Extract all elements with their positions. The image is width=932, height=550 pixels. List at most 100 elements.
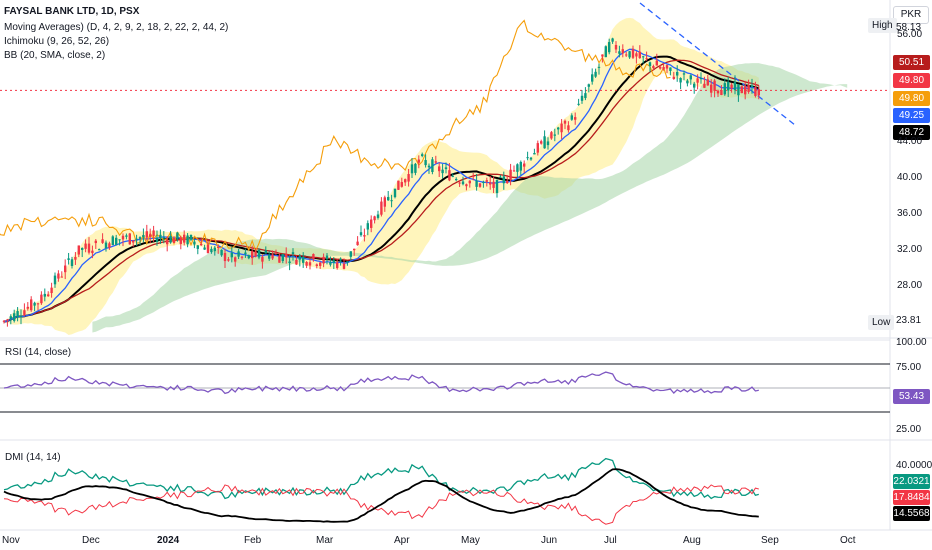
candle-body <box>580 95 584 101</box>
bb-band <box>4 17 759 335</box>
candle-body <box>553 134 556 136</box>
candle-body <box>659 66 662 69</box>
candle-body <box>142 234 145 238</box>
candle-body <box>482 182 485 184</box>
candle-body <box>70 259 74 267</box>
candlestick-series[interactable] <box>2 37 760 327</box>
candle-body <box>244 252 247 255</box>
candle-body <box>53 275 57 285</box>
candle-body <box>274 253 278 255</box>
candle-body <box>414 163 417 173</box>
candle-body <box>213 247 216 252</box>
dmi-pane[interactable] <box>3 457 759 525</box>
ma-legend[interactable]: Moving Averages) (D, 4, 2, 9, 2, 18, 2, … <box>4 22 229 33</box>
candle-body <box>648 62 652 67</box>
candle-body <box>710 84 713 93</box>
candle-body <box>625 54 628 56</box>
candle-body <box>101 239 104 243</box>
candle-body <box>400 182 403 187</box>
candle-body <box>438 166 441 172</box>
candle-body <box>533 152 536 155</box>
candle-body <box>74 256 77 260</box>
candle-body <box>132 240 135 243</box>
price-tag: 49.80 <box>893 91 930 106</box>
dmi-minus-line <box>3 484 759 525</box>
candle-body <box>563 120 567 124</box>
x-axis-label: Apr <box>394 535 410 546</box>
bb-legend[interactable]: BB (20, SMA, close, 2) <box>4 50 106 61</box>
price-tag: 49.80 <box>893 73 930 88</box>
ichimoku-legend[interactable]: Ichimoku (9, 26, 52, 26) <box>4 36 110 47</box>
candle-body <box>363 235 366 237</box>
candle-body <box>703 83 706 88</box>
candle-body <box>281 254 284 261</box>
candle-body <box>376 214 380 218</box>
candle-body <box>740 86 743 94</box>
currency-selector[interactable]: PKR <box>893 6 929 24</box>
candle-body <box>319 262 322 266</box>
candle-body <box>169 235 172 243</box>
candle-body <box>223 253 227 262</box>
candle-body <box>13 313 16 321</box>
candle-body <box>91 250 94 254</box>
candle-body <box>135 238 138 240</box>
rsi-pane[interactable] <box>0 339 890 413</box>
candle-body <box>234 257 237 262</box>
candle-body <box>557 127 560 130</box>
dmi-plus-line <box>3 457 759 500</box>
candle-body <box>336 262 339 269</box>
candle-body <box>458 182 461 184</box>
x-axis-label: Jul <box>604 535 617 546</box>
candle-body <box>737 84 740 96</box>
candle-body <box>478 183 482 187</box>
x-axis-label: Sep <box>761 535 779 546</box>
candle-body <box>325 255 329 260</box>
candle-body <box>302 257 305 263</box>
candle-body <box>546 141 550 146</box>
candle-body <box>597 66 601 68</box>
candle-body <box>366 223 369 230</box>
candle-body <box>723 83 726 95</box>
candle-body <box>495 180 499 194</box>
candle-body <box>655 60 658 66</box>
candle-body <box>387 197 390 201</box>
lagging-span-line <box>0 19 671 253</box>
candle-body <box>183 234 186 243</box>
low-label: Low <box>868 315 895 330</box>
candle-body <box>441 169 444 174</box>
y-tick-label: 40.00 <box>897 172 923 184</box>
candle-body <box>200 243 203 246</box>
candle-body <box>305 261 308 266</box>
candle-body <box>380 201 383 215</box>
candle-body <box>706 79 709 86</box>
candle-body <box>642 56 645 58</box>
candle-body <box>128 233 131 245</box>
candle-body <box>247 255 250 259</box>
candle-body <box>669 67 672 71</box>
candle-body <box>512 170 516 172</box>
x-axis-label: Mar <box>316 535 334 546</box>
trend-line <box>639 2 796 126</box>
x-axis-label: Oct <box>840 535 856 546</box>
candle-body <box>427 165 431 168</box>
candle-body <box>397 180 400 190</box>
candle-body <box>40 294 43 304</box>
candle-body <box>149 234 152 237</box>
candle-body <box>138 237 142 239</box>
candle-body <box>679 78 682 83</box>
rsi-value-tag: 53.43 <box>893 389 930 404</box>
candle-body <box>60 276 63 278</box>
dmi-top-tick: 40.0000 <box>896 460 932 471</box>
candle-body <box>98 249 101 251</box>
candle-body <box>373 216 376 221</box>
candle-body <box>315 264 318 266</box>
candle-body <box>193 241 196 245</box>
candle-body <box>472 175 475 177</box>
candle-body <box>665 65 669 69</box>
candle-body <box>747 85 750 92</box>
candle-body <box>526 157 529 159</box>
bb-basis-line <box>3 55 760 323</box>
candle-body <box>26 306 29 309</box>
candle-body <box>115 237 118 245</box>
